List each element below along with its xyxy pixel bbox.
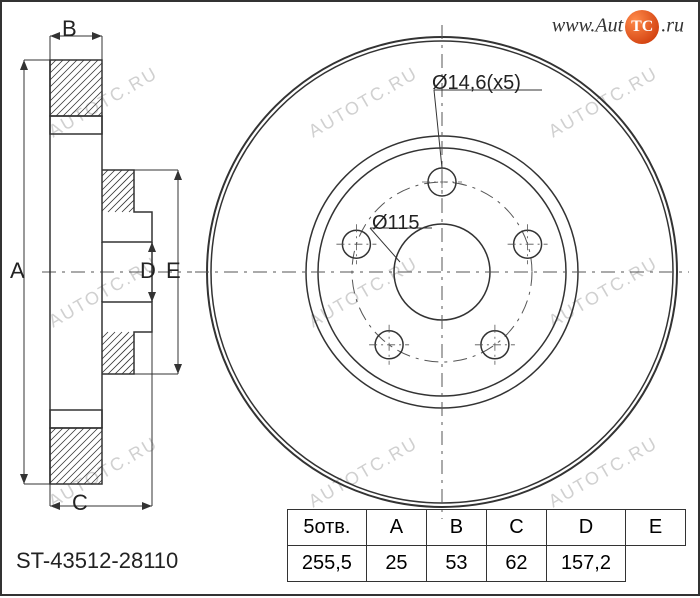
dim-E: E — [166, 258, 181, 284]
drawing-frame: AUTOTC.RU AUTOTC.RU AUTOTC.RU AUTOTC.RU … — [0, 0, 700, 596]
table-header-holes: 5отв. — [287, 510, 366, 546]
bore-dia-label: Ø115 — [372, 212, 419, 235]
table-val-E: 157,2 — [546, 546, 625, 582]
table-val-C: 53 — [426, 546, 486, 582]
table-col-A: A — [366, 510, 426, 546]
bolt-dia-label: Ø14,6(x5) — [432, 72, 521, 95]
dim-C: C — [72, 490, 88, 516]
table-val-A: 255,5 — [287, 546, 366, 582]
table-col-C: C — [486, 510, 546, 546]
dim-A: A — [10, 258, 25, 284]
table-col-E: E — [626, 510, 686, 546]
table-row: 5отв. A B C D E — [287, 510, 685, 546]
table-val-B: 25 — [366, 546, 426, 582]
dim-D: D — [140, 258, 156, 284]
table-val-D: 62 — [486, 546, 546, 582]
part-number: ST-43512-28110 — [16, 548, 178, 574]
dimension-table: 5отв. A B C D E 255,5 25 53 62 157,2 — [287, 509, 686, 582]
dim-B: B — [62, 16, 77, 42]
table-row: 255,5 25 53 62 157,2 — [287, 546, 685, 582]
table-col-D: D — [546, 510, 625, 546]
table-col-B: B — [426, 510, 486, 546]
